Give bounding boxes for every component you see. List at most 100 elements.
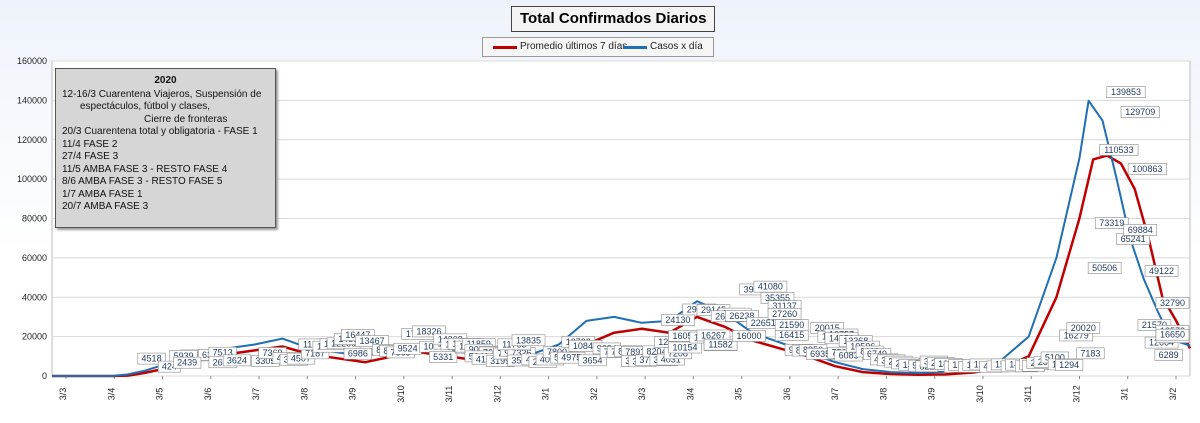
data-label: 2657 [213, 357, 233, 367]
data-label: 9043 [469, 345, 489, 355]
x-tick-label: 3/10 [975, 385, 985, 403]
y-tick-label: 140000 [17, 95, 47, 105]
data-label: 6935 [810, 349, 830, 359]
x-tick-label: 3/2 [589, 388, 599, 401]
data-label: 7629 [483, 347, 503, 357]
data-label: 139853 [1111, 87, 1141, 97]
data-label-box [1054, 359, 1084, 371]
x-tick-label: 3/6 [203, 388, 213, 401]
data-label: 3305 [255, 356, 275, 366]
annotation-line: 11/5 AMBA FASE 3 - RESTO FASE 4 [62, 163, 228, 175]
data-label: 29145 [701, 305, 726, 315]
data-label: 3624 [227, 355, 247, 365]
data-label-box [1106, 86, 1146, 98]
data-label: 4507 [291, 354, 311, 364]
x-tick-label: 3/8 [878, 388, 888, 401]
data-label: 73319 [1099, 218, 1124, 228]
x-tick-label: 3/2 [1168, 388, 1178, 401]
data-label: 24130 [665, 315, 690, 325]
data-label: 4031 [661, 355, 681, 365]
data-label-box [668, 341, 702, 354]
data-label-box [1154, 349, 1183, 361]
data-label-box [725, 310, 759, 322]
x-tick-label: 3/6 [782, 388, 792, 401]
y-tick-label: 20000 [22, 332, 47, 342]
data-label: 5331 [433, 352, 453, 362]
y-tick-label: 120000 [17, 135, 47, 145]
annotation-heading: 2020 [154, 75, 177, 86]
data-label: 3199 [490, 356, 510, 366]
data-label-box [1155, 297, 1190, 309]
data-label: 7891 [625, 347, 645, 357]
data-label: 20020 [1071, 323, 1096, 333]
data-label-box [1076, 347, 1105, 360]
x-tick-label: 3/3 [58, 388, 68, 401]
data-label: 6083 [839, 351, 859, 361]
data-label: 27260 [772, 309, 797, 319]
data-label: 50506 [1092, 263, 1117, 273]
data-label: 3558 [511, 355, 531, 365]
data-label: 26238 [729, 311, 754, 321]
data-label-box [1120, 106, 1160, 118]
y-tick-label: 60000 [22, 253, 47, 263]
data-label: 7326 [511, 348, 531, 358]
data-label: 22651 [751, 318, 776, 328]
data-label: 16447 [345, 330, 370, 340]
x-tick-label: 3/5 [155, 388, 165, 401]
data-label: 32790 [1160, 298, 1185, 308]
data-label-box [774, 319, 809, 331]
annotation-line: 8/6 AMBA FASE 3 - RESTO FASE 5 [62, 176, 223, 187]
data-label: 5939 [174, 351, 194, 361]
x-tick-label: 3/9 [927, 388, 937, 401]
data-label: 41080 [758, 282, 783, 292]
annotation-line: 27/4 FASE 3 [62, 151, 119, 162]
x-tick-label: 3/4 [106, 388, 116, 401]
data-label-box [578, 354, 607, 367]
data-label-box [412, 325, 446, 338]
data-label: 65241 [1121, 234, 1146, 244]
data-label: 10154 [672, 343, 697, 353]
data-label-box [429, 351, 458, 363]
x-tick-label: 3/8 [299, 388, 309, 401]
data-label: 100863 [1132, 164, 1162, 174]
data-label: 4518 [142, 354, 162, 364]
data-label-box [511, 334, 546, 347]
annotation-line: 20/7 AMBA FASE 3 [62, 201, 149, 212]
data-label: 3654 [583, 355, 603, 365]
data-label: 69884 [1128, 225, 1153, 235]
y-tick-label: 0 [42, 371, 47, 381]
data-label: 2439 [177, 358, 197, 368]
data-label: 16056 [672, 331, 697, 341]
annotation-line: 12-16/3 Cuarentena Viajeros, Suspensión … [62, 88, 262, 100]
data-label: 13467 [360, 336, 385, 346]
data-label: 20015 [815, 323, 840, 333]
annotation-line: espectáculos, fútbol y clases, [80, 101, 211, 112]
data-label: 3709 [639, 355, 659, 365]
data-label: 4975 [561, 353, 581, 363]
x-tick-label: 3/4 [685, 388, 695, 401]
data-label-box [173, 356, 202, 369]
x-tick-label: 3/12 [492, 385, 502, 403]
data-label-box [137, 352, 166, 365]
annotation-line: 20/3 Cuarentena total y obligatoria - FA… [62, 126, 258, 137]
data-label: 13835 [516, 335, 541, 345]
data-label: 8204 [647, 346, 667, 356]
data-label-box [1137, 319, 1172, 331]
data-label: 6289 [1159, 350, 1179, 360]
data-label: 18326 [416, 326, 441, 336]
data-label: 7369 [262, 348, 282, 358]
data-label: 49122 [1149, 266, 1174, 276]
data-label: 110533 [1104, 145, 1133, 155]
data-label: 16650 [1160, 330, 1185, 340]
data-label: 7513 [213, 348, 233, 358]
y-tick-label: 40000 [22, 292, 47, 302]
data-label: 424 [162, 362, 177, 372]
annotation-box: 2020 12-16/3 Cuarentena Viajeros, Suspen… [55, 68, 276, 228]
data-label: 16415 [779, 330, 804, 340]
data-label: 21570 [1142, 320, 1167, 330]
data-label-box [355, 335, 389, 347]
data-label-box [1066, 322, 1101, 334]
data-label-box [1144, 264, 1179, 277]
legend-label-average: Promedio últimos 7 días [520, 41, 628, 52]
